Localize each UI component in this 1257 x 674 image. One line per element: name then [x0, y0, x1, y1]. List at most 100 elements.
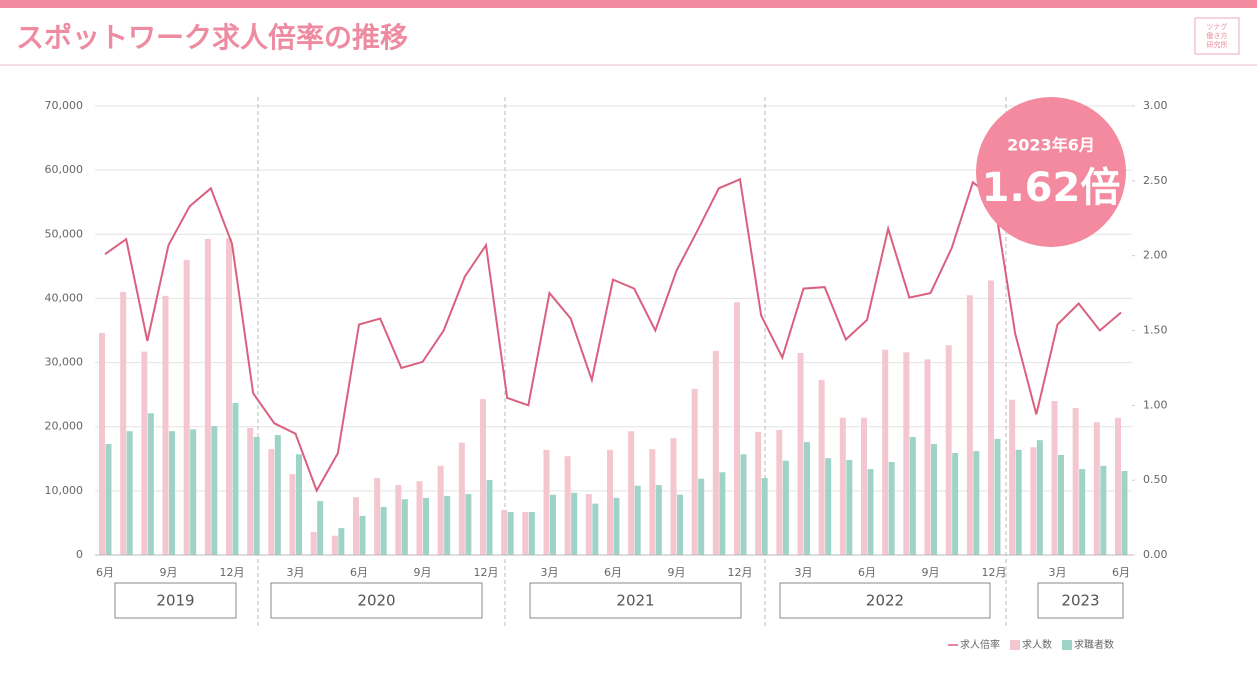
bar — [480, 399, 486, 555]
y2-tick-label: 2.00 — [1143, 249, 1168, 262]
bar — [655, 485, 662, 555]
bar — [169, 431, 175, 555]
bar — [162, 295, 169, 555]
bar — [317, 501, 324, 555]
bar — [740, 454, 747, 555]
y-tick-label: 0 — [76, 548, 83, 561]
bar — [755, 431, 762, 555]
bar — [712, 351, 719, 555]
logo-box — [1194, 17, 1240, 55]
bar — [183, 259, 190, 555]
bar — [797, 352, 804, 555]
bar — [310, 531, 317, 555]
bar — [226, 238, 232, 556]
bar — [522, 512, 529, 555]
bar — [734, 302, 740, 555]
year-label: 2020 — [357, 592, 395, 610]
year-label: 2019 — [156, 592, 194, 610]
bar — [289, 474, 296, 555]
x-tick-label: 3月 — [541, 566, 559, 579]
bar — [782, 460, 789, 555]
page-title: スポットワーク求人倍率の推移 — [16, 21, 408, 54]
bar — [1072, 408, 1079, 555]
bar — [825, 458, 832, 555]
top-stripe — [0, 0, 1257, 8]
bar — [232, 402, 239, 555]
legend-swatch — [1010, 640, 1020, 650]
bar — [401, 499, 408, 555]
bar — [888, 461, 895, 555]
bar — [818, 379, 825, 555]
x-tick-label: 3月 — [795, 566, 813, 579]
bar — [458, 442, 465, 555]
x-tick-label: 6月 — [604, 566, 622, 579]
legend-label: 求人倍率 — [960, 638, 1000, 651]
bar — [634, 485, 641, 555]
bar — [571, 492, 578, 555]
bar — [945, 345, 952, 555]
bar — [359, 515, 366, 555]
badge-date: 2023年6月 — [1007, 136, 1095, 155]
bar — [1079, 469, 1086, 555]
bar — [1115, 417, 1121, 555]
logo-text: 働き方 — [1207, 31, 1228, 40]
bar — [507, 512, 514, 555]
bar — [141, 351, 148, 555]
x-tick-label: 12月 — [220, 566, 245, 579]
bar — [931, 444, 937, 555]
bar — [501, 510, 508, 555]
bar — [988, 280, 994, 555]
bar — [867, 469, 874, 555]
bar — [423, 497, 429, 555]
bar — [211, 426, 218, 555]
year-box — [270, 582, 483, 619]
bar — [190, 429, 197, 555]
bar — [486, 479, 493, 555]
bar — [761, 478, 768, 555]
badge-value: 1.62倍 — [982, 165, 1121, 211]
bar — [1036, 440, 1043, 555]
logo-text: ツナグ — [1207, 22, 1228, 31]
bar — [353, 497, 359, 555]
legend-label: 求職者数 — [1074, 638, 1114, 651]
legend-swatch — [1062, 640, 1072, 650]
bar — [649, 449, 656, 555]
bar — [105, 444, 112, 555]
bar — [564, 456, 571, 555]
x-tick-label: 9月 — [414, 566, 432, 579]
y-tick-label: 10,000 — [45, 484, 84, 497]
bar — [628, 431, 635, 555]
bar — [1030, 447, 1037, 555]
bar — [543, 449, 550, 555]
bar — [924, 359, 931, 555]
bar — [550, 494, 556, 555]
bar — [331, 535, 338, 555]
bar — [1051, 401, 1058, 555]
year-label: 2021 — [616, 592, 654, 610]
legend-label: 求人数 — [1022, 638, 1052, 651]
bar — [607, 449, 613, 555]
bar — [882, 349, 889, 555]
bar — [395, 485, 402, 555]
bar — [374, 478, 381, 555]
bar — [691, 388, 698, 555]
y-tick-label: 50,000 — [45, 227, 84, 240]
bar — [268, 449, 275, 555]
bar — [585, 494, 592, 555]
y2-tick-label: 0.00 — [1143, 548, 1168, 561]
bar — [296, 454, 302, 555]
bar — [416, 481, 423, 555]
x-tick-label: 3月 — [287, 566, 305, 579]
bar — [120, 292, 127, 555]
year-box — [529, 582, 742, 619]
year-label: 2023 — [1061, 592, 1099, 610]
y-tick-label: 20,000 — [45, 420, 84, 433]
bar — [528, 512, 535, 555]
y2-tick-label: 1.00 — [1143, 398, 1168, 411]
bar — [1100, 465, 1107, 555]
year-box — [114, 582, 237, 619]
year-box — [1037, 582, 1124, 619]
bar — [846, 460, 853, 555]
bar — [719, 472, 726, 555]
bar — [994, 438, 1001, 555]
